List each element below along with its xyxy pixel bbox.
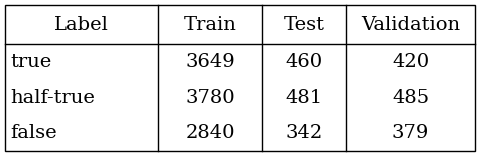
Text: 3649: 3649: [185, 53, 235, 71]
Text: Validation: Validation: [361, 16, 460, 34]
Text: 481: 481: [286, 89, 323, 107]
Text: 485: 485: [392, 89, 429, 107]
Text: 2840: 2840: [186, 124, 235, 142]
Text: 342: 342: [286, 124, 323, 142]
Text: 3780: 3780: [185, 89, 235, 107]
Text: half-true: half-true: [11, 89, 96, 107]
Text: true: true: [11, 53, 52, 71]
Text: 379: 379: [392, 124, 430, 142]
Text: Label: Label: [54, 16, 109, 34]
Text: 460: 460: [286, 53, 323, 71]
Text: Train: Train: [184, 16, 237, 34]
Text: false: false: [11, 124, 58, 142]
Text: 420: 420: [392, 53, 429, 71]
Text: Test: Test: [284, 16, 325, 34]
